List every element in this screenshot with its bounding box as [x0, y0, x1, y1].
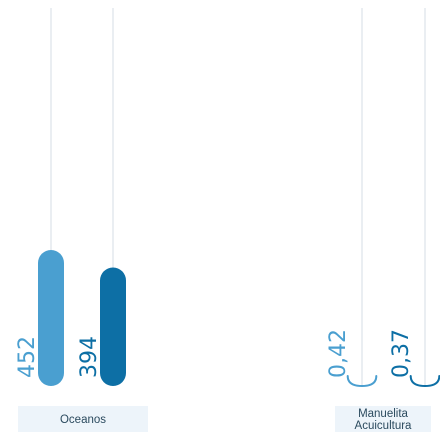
category-label: Manuelita: [358, 408, 408, 420]
value-label: 452: [15, 336, 40, 378]
bar: [100, 267, 126, 386]
category-label: Acuicultura: [355, 420, 412, 432]
value-labels: 452 394 0,42 0,37: [15, 329, 414, 378]
value-label: 0,37: [389, 329, 414, 378]
bars: [38, 250, 440, 388]
bar: [346, 375, 378, 388]
bar: [409, 375, 440, 388]
category-label: Oceanos: [60, 414, 106, 426]
value-label: 394: [77, 336, 102, 378]
bar: [38, 250, 64, 386]
category-band: [335, 406, 431, 432]
value-label: 0,42: [326, 329, 351, 378]
category-band: [18, 406, 148, 432]
